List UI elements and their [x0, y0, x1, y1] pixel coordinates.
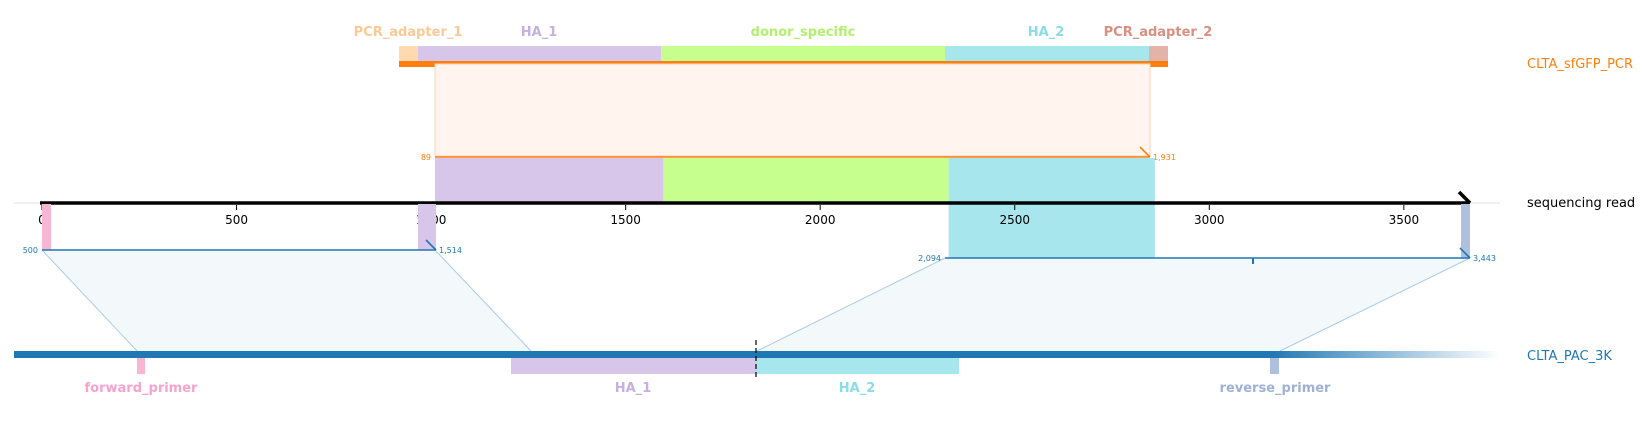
genome-feature-label-ha-1: HA_1 — [615, 381, 652, 396]
read-feature-block-donor-specific — [663, 158, 949, 202]
genome-reference-bar-fade — [1270, 351, 1500, 358]
genome-feature-block-forward-primer — [137, 357, 145, 374]
pcr-feature-block-donor-specific — [661, 46, 945, 61]
genome-feature-label-ha-2: HA_2 — [839, 381, 876, 396]
genome-reference: forward_primer HA_1 HA_2 reverse_primer … — [14, 340, 1612, 396]
read-axis-tick-label: 3500 — [1389, 213, 1420, 227]
pcr-feature-label-ha-2: HA_2 — [1028, 25, 1065, 40]
read-feature-block-ha-2-lower — [948, 204, 1155, 258]
genome-alignment-left-arrow-head — [425, 239, 437, 251]
pcr-feature-label-pcr-adapter-1: PCR_adapter_1 — [354, 25, 463, 40]
read-axis-tick-label: 3000 — [1194, 213, 1225, 227]
pcr-feature-label-donor-specific: donor_specific — [751, 25, 856, 40]
genome-feature-label-forward-primer: forward_primer — [85, 381, 199, 396]
read-axis-tick-label: 500 — [225, 213, 248, 227]
read-feature-blocks — [434, 158, 1155, 258]
genome-alignment-left-connector-b — [434, 249, 532, 352]
pcr-feature-block-ha-1 — [418, 46, 661, 61]
pcr-alignment-start-label: 89 — [421, 153, 431, 162]
pcr-feature-block-pcr-adapter-2 — [1149, 46, 1168, 61]
genome-feature-block-reverse-primer — [1270, 357, 1279, 374]
genome-alignment-left-connector-a — [41, 249, 138, 352]
genome-alignment-right-start-label: 2,094 — [918, 254, 941, 263]
pcr-feature-label-ha-1: HA_1 — [521, 25, 558, 40]
read-reference-label: sequencing read — [1527, 196, 1635, 211]
genome-alignment-right-end-label: 3,443 — [1473, 254, 1496, 263]
pcr-reference-label: CLTA_sfGFP_PCR — [1527, 57, 1633, 72]
read-feature-block-ha-2 — [948, 158, 1155, 202]
genome-alignment-left: 500 1,514 — [23, 204, 532, 352]
read-axis-arrow-head — [1457, 190, 1472, 205]
genome-alignment-right: 2,094 3,443 — [756, 204, 1496, 352]
genome-reference-bar — [14, 351, 1270, 358]
pcr-feature-block-ha-2 — [945, 46, 1149, 61]
read-feature-block-ha-1 — [434, 158, 664, 202]
genome-alignment-left-start-label: 500 — [23, 246, 38, 255]
pcr-alignment-end-label: 1,931 — [1153, 153, 1176, 162]
read-axis-ticks: 0500100015002000250030003500 — [38, 205, 1419, 227]
genome-alignment-right-shade — [757, 258, 1470, 351]
read-axis-tick-label: 2500 — [999, 213, 1030, 227]
read-ha-1-mark — [418, 204, 436, 250]
genome-feature-block-ha-1 — [511, 357, 756, 374]
genome-alignment-right-connector-a — [756, 257, 946, 352]
read-axis-tick-label: 1500 — [610, 213, 641, 227]
pcr-feature-label-pcr-adapter-2: PCR_adapter_2 — [1104, 25, 1213, 40]
genome-alignment-right-arrow-head — [1459, 247, 1471, 259]
genome-feature-label-reverse-primer: reverse_primer — [1220, 381, 1332, 396]
genome-reference-label: CLTA_PAC_3K — [1527, 349, 1612, 364]
genome-alignment-right-connector-b — [1279, 257, 1471, 352]
pcr-alignment: 89 1,931 — [421, 63, 1176, 162]
pcr-alignment-arrow-head — [1139, 146, 1151, 158]
pcr-alignment-shade — [434, 63, 1151, 157]
read-forward-primer-mark — [42, 204, 51, 250]
read-reverse-primer-mark — [1461, 204, 1470, 258]
pcr-feature-block-pcr-adapter-1 — [399, 46, 418, 61]
genome-alignment-left-end-label: 1,514 — [439, 246, 462, 255]
read-axis-tick-label: 2000 — [805, 213, 836, 227]
genome-feature-block-ha-2 — [756, 357, 959, 374]
genome-alignment-left-shade — [42, 250, 531, 351]
